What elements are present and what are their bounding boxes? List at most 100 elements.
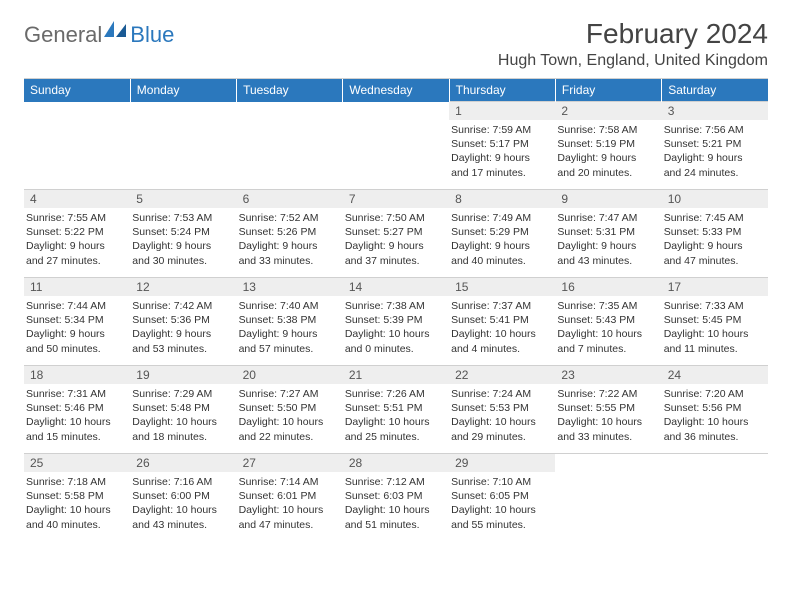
calendar-cell: 24Sunrise: 7:20 AMSunset: 5:56 PMDayligh… — [662, 366, 768, 454]
day-details: Sunrise: 7:47 AMSunset: 5:31 PMDaylight:… — [555, 208, 661, 271]
calendar-cell: 29Sunrise: 7:10 AMSunset: 6:05 PMDayligh… — [449, 454, 555, 542]
calendar-cell: 17Sunrise: 7:33 AMSunset: 5:45 PMDayligh… — [662, 278, 768, 366]
calendar-cell: 14Sunrise: 7:38 AMSunset: 5:39 PMDayligh… — [343, 278, 449, 366]
brand-blue: Blue — [130, 22, 174, 48]
day-number: 28 — [343, 454, 449, 472]
sunrise-line: Sunrise: 7:14 AM — [239, 475, 337, 489]
sunrise-line: Sunrise: 7:49 AM — [451, 211, 549, 225]
calendar-cell: 23Sunrise: 7:22 AMSunset: 5:55 PMDayligh… — [555, 366, 661, 454]
sunset-line: Sunset: 5:56 PM — [664, 401, 762, 415]
daylight-line: Daylight: 9 hours and 43 minutes. — [557, 239, 655, 267]
calendar-cell: 21Sunrise: 7:26 AMSunset: 5:51 PMDayligh… — [343, 366, 449, 454]
calendar-cell: 15Sunrise: 7:37 AMSunset: 5:41 PMDayligh… — [449, 278, 555, 366]
sunset-line: Sunset: 5:53 PM — [451, 401, 549, 415]
daylight-line: Daylight: 10 hours and 51 minutes. — [345, 503, 443, 531]
weekday-tuesday: Tuesday — [237, 79, 343, 102]
day-number: 14 — [343, 278, 449, 296]
day-number: 13 — [237, 278, 343, 296]
day-details: Sunrise: 7:50 AMSunset: 5:27 PMDaylight:… — [343, 208, 449, 271]
day-details: Sunrise: 7:49 AMSunset: 5:29 PMDaylight:… — [449, 208, 555, 271]
daylight-line: Daylight: 10 hours and 7 minutes. — [557, 327, 655, 355]
sunset-line: Sunset: 5:17 PM — [451, 137, 549, 151]
daylight-line: Daylight: 9 hours and 27 minutes. — [26, 239, 124, 267]
calendar-cell: 16Sunrise: 7:35 AMSunset: 5:43 PMDayligh… — [555, 278, 661, 366]
day-details: Sunrise: 7:27 AMSunset: 5:50 PMDaylight:… — [237, 384, 343, 447]
brand-general: General — [24, 22, 102, 48]
sunrise-line: Sunrise: 7:59 AM — [451, 123, 549, 137]
sunrise-line: Sunrise: 7:38 AM — [345, 299, 443, 313]
calendar-cell: 27Sunrise: 7:14 AMSunset: 6:01 PMDayligh… — [237, 454, 343, 542]
sunrise-line: Sunrise: 7:24 AM — [451, 387, 549, 401]
calendar-cell — [662, 454, 768, 542]
calendar-cell: 25Sunrise: 7:18 AMSunset: 5:58 PMDayligh… — [24, 454, 130, 542]
calendar-cell: 11Sunrise: 7:44 AMSunset: 5:34 PMDayligh… — [24, 278, 130, 366]
calendar-body: 1Sunrise: 7:59 AMSunset: 5:17 PMDaylight… — [24, 102, 768, 542]
sunset-line: Sunset: 5:27 PM — [345, 225, 443, 239]
daylight-line: Daylight: 9 hours and 33 minutes. — [239, 239, 337, 267]
daylight-line: Daylight: 9 hours and 47 minutes. — [664, 239, 762, 267]
day-number: 10 — [662, 190, 768, 208]
calendar-cell: 7Sunrise: 7:50 AMSunset: 5:27 PMDaylight… — [343, 190, 449, 278]
calendar-cell: 12Sunrise: 7:42 AMSunset: 5:36 PMDayligh… — [130, 278, 236, 366]
sunset-line: Sunset: 5:38 PM — [239, 313, 337, 327]
sunset-line: Sunset: 5:41 PM — [451, 313, 549, 327]
sunrise-line: Sunrise: 7:18 AM — [26, 475, 124, 489]
day-details: Sunrise: 7:45 AMSunset: 5:33 PMDaylight:… — [662, 208, 768, 271]
sunrise-line: Sunrise: 7:42 AM — [132, 299, 230, 313]
sunrise-line: Sunrise: 7:12 AM — [345, 475, 443, 489]
day-number: 19 — [130, 366, 236, 384]
sunset-line: Sunset: 5:48 PM — [132, 401, 230, 415]
day-details: Sunrise: 7:52 AMSunset: 5:26 PMDaylight:… — [237, 208, 343, 271]
calendar-cell: 8Sunrise: 7:49 AMSunset: 5:29 PMDaylight… — [449, 190, 555, 278]
day-number: 5 — [130, 190, 236, 208]
day-number: 8 — [449, 190, 555, 208]
daylight-line: Daylight: 10 hours and 33 minutes. — [557, 415, 655, 443]
day-details: Sunrise: 7:37 AMSunset: 5:41 PMDaylight:… — [449, 296, 555, 359]
sunrise-line: Sunrise: 7:45 AM — [664, 211, 762, 225]
day-details: Sunrise: 7:10 AMSunset: 6:05 PMDaylight:… — [449, 472, 555, 535]
calendar-cell: 26Sunrise: 7:16 AMSunset: 6:00 PMDayligh… — [130, 454, 236, 542]
sunrise-line: Sunrise: 7:22 AM — [557, 387, 655, 401]
weekday-header-row: Sunday Monday Tuesday Wednesday Thursday… — [24, 79, 768, 102]
day-details: Sunrise: 7:55 AMSunset: 5:22 PMDaylight:… — [24, 208, 130, 271]
sunrise-line: Sunrise: 7:50 AM — [345, 211, 443, 225]
calendar-cell: 18Sunrise: 7:31 AMSunset: 5:46 PMDayligh… — [24, 366, 130, 454]
day-details: Sunrise: 7:20 AMSunset: 5:56 PMDaylight:… — [662, 384, 768, 447]
sunrise-line: Sunrise: 7:29 AM — [132, 387, 230, 401]
calendar-row: 4Sunrise: 7:55 AMSunset: 5:22 PMDaylight… — [24, 190, 768, 278]
day-number: 16 — [555, 278, 661, 296]
sunset-line: Sunset: 5:46 PM — [26, 401, 124, 415]
sunrise-line: Sunrise: 7:58 AM — [557, 123, 655, 137]
day-number: 1 — [449, 102, 555, 120]
day-details: Sunrise: 7:16 AMSunset: 6:00 PMDaylight:… — [130, 472, 236, 535]
day-details: Sunrise: 7:44 AMSunset: 5:34 PMDaylight:… — [24, 296, 130, 359]
daylight-line: Daylight: 10 hours and 15 minutes. — [26, 415, 124, 443]
day-details: Sunrise: 7:31 AMSunset: 5:46 PMDaylight:… — [24, 384, 130, 447]
daylight-line: Daylight: 10 hours and 40 minutes. — [26, 503, 124, 531]
day-details: Sunrise: 7:35 AMSunset: 5:43 PMDaylight:… — [555, 296, 661, 359]
calendar-cell: 4Sunrise: 7:55 AMSunset: 5:22 PMDaylight… — [24, 190, 130, 278]
day-number: 24 — [662, 366, 768, 384]
sunrise-line: Sunrise: 7:56 AM — [664, 123, 762, 137]
calendar-cell: 10Sunrise: 7:45 AMSunset: 5:33 PMDayligh… — [662, 190, 768, 278]
sunrise-line: Sunrise: 7:26 AM — [345, 387, 443, 401]
sunrise-line: Sunrise: 7:20 AM — [664, 387, 762, 401]
day-details: Sunrise: 7:59 AMSunset: 5:17 PMDaylight:… — [449, 120, 555, 183]
daylight-line: Daylight: 9 hours and 20 minutes. — [557, 151, 655, 179]
sunset-line: Sunset: 5:19 PM — [557, 137, 655, 151]
day-number: 20 — [237, 366, 343, 384]
weekday-wednesday: Wednesday — [343, 79, 449, 102]
day-details: Sunrise: 7:42 AMSunset: 5:36 PMDaylight:… — [130, 296, 236, 359]
sunset-line: Sunset: 5:45 PM — [664, 313, 762, 327]
calendar-cell: 3Sunrise: 7:56 AMSunset: 5:21 PMDaylight… — [662, 102, 768, 190]
sunset-line: Sunset: 5:55 PM — [557, 401, 655, 415]
sunset-line: Sunset: 5:36 PM — [132, 313, 230, 327]
sunset-line: Sunset: 5:39 PM — [345, 313, 443, 327]
day-details: Sunrise: 7:33 AMSunset: 5:45 PMDaylight:… — [662, 296, 768, 359]
daylight-line: Daylight: 10 hours and 36 minutes. — [664, 415, 762, 443]
calendar-cell: 22Sunrise: 7:24 AMSunset: 5:53 PMDayligh… — [449, 366, 555, 454]
day-details: Sunrise: 7:12 AMSunset: 6:03 PMDaylight:… — [343, 472, 449, 535]
daylight-line: Daylight: 9 hours and 30 minutes. — [132, 239, 230, 267]
calendar-cell — [130, 102, 236, 190]
day-number: 4 — [24, 190, 130, 208]
